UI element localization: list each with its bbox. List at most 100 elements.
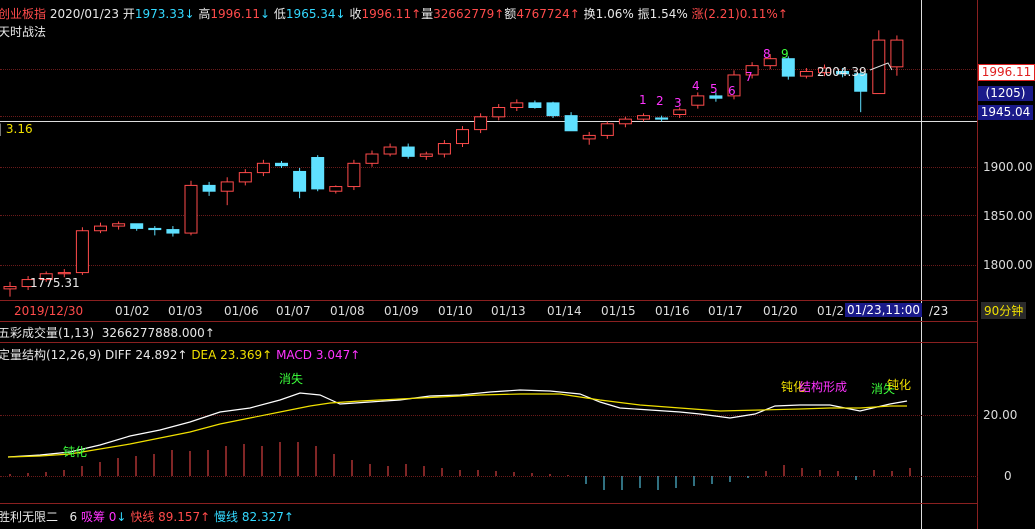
amount-value: 4767724 — [516, 7, 570, 21]
candle-body[interactable] — [238, 172, 252, 183]
date-tick: 01/13 — [491, 304, 526, 318]
candle-body[interactable] — [401, 146, 415, 157]
candle-body[interactable] — [184, 184, 198, 234]
index-name[interactable]: 创业板指 — [0, 7, 47, 21]
seq-label-7: 7 — [745, 70, 753, 84]
date-tick: 01/15 — [601, 304, 636, 318]
candle-body[interactable] — [256, 162, 270, 174]
quote-header: 创业板指 2020/01/23 开1973.33↓ 高1996.11↓ 低196… — [0, 7, 788, 21]
macd-header: 定量结构(12,26,9) DIFF 24.892↑ DEA 23.369↑ M… — [0, 348, 361, 362]
candle-body[interactable] — [818, 67, 831, 74]
candle-body[interactable] — [21, 279, 35, 288]
candle-body[interactable] — [365, 153, 379, 164]
grid-line — [0, 265, 978, 266]
grid-line — [0, 215, 978, 216]
candle-body[interactable] — [275, 162, 288, 167]
volume-value: 3266277888.000 — [101, 326, 205, 340]
turnover-value: 1.06% — [595, 7, 634, 21]
candle-body[interactable] — [39, 273, 53, 281]
candle-body[interactable] — [202, 184, 216, 192]
date-tick: 01/21 — [817, 304, 852, 318]
cursor-price-tag: 1945.04 — [978, 105, 1033, 120]
dea-value: 23.369 — [220, 348, 263, 362]
candle-body[interactable] — [600, 123, 614, 136]
seq-label-8: 8 — [763, 47, 771, 61]
candle-body[interactable] — [781, 58, 795, 77]
annotation-dunhua-1: 钝化 — [63, 445, 88, 459]
date-axis — [0, 300, 978, 322]
volume-title: 五彩成交量(1,13) — [0, 326, 95, 340]
candle-body[interactable] — [709, 95, 723, 99]
date-tick: 01/14 — [547, 304, 582, 318]
candle-body[interactable] — [112, 223, 126, 227]
seq-label-4: 4 — [692, 79, 700, 93]
candle-body[interactable] — [546, 102, 560, 117]
candle-body[interactable] — [3, 286, 17, 290]
candle-body[interactable] — [655, 117, 669, 120]
absorb-value: 0 — [108, 510, 117, 524]
candle-body[interactable] — [347, 162, 361, 188]
diff-value: 24.892 — [135, 348, 178, 362]
candle-body[interactable] — [727, 74, 741, 97]
candle-body[interactable] — [419, 153, 433, 157]
quote-date: 2020/01/23 — [49, 7, 120, 21]
candle-body[interactable] — [456, 129, 469, 145]
candlestick-chart[interactable] — [0, 0, 978, 300]
annotation-dunhua-3: 钝化 — [887, 378, 912, 392]
low-value: 1965.34 — [285, 7, 336, 21]
macd-value: 3.047 — [315, 348, 351, 362]
cursor-v-line — [921, 0, 922, 529]
candle-body[interactable] — [763, 58, 777, 67]
candle-body[interactable] — [745, 65, 759, 76]
candle-body[interactable] — [437, 143, 451, 155]
date-tick: 01/03 — [168, 304, 203, 318]
open-value: 1973.33 — [134, 7, 185, 21]
candle-body[interactable] — [474, 116, 488, 131]
low-label: 1775.31 — [30, 276, 80, 290]
candle-body[interactable] — [564, 115, 578, 132]
macd-tick-20: 20.00 — [983, 408, 1018, 422]
left-marker: | 3.16 — [0, 122, 33, 136]
candle-body[interactable] — [220, 181, 234, 192]
dea-line — [7, 393, 907, 458]
candle-body[interactable] — [329, 186, 343, 192]
date-tick: 01/09 — [384, 304, 419, 318]
candle-body[interactable] — [492, 107, 506, 118]
candle-body[interactable] — [57, 272, 71, 275]
candle-body[interactable] — [528, 102, 542, 109]
candle-body[interactable] — [890, 39, 904, 68]
candle-body[interactable] — [618, 118, 632, 125]
candle-body[interactable] — [836, 70, 850, 75]
candle-body[interactable] — [94, 225, 107, 232]
candle-body[interactable] — [799, 70, 813, 77]
candle-body[interactable] — [130, 223, 144, 229]
bottom-title: 胜利无限二 — [0, 510, 59, 524]
price-tick-1800: 1800.00 — [983, 258, 1033, 272]
date-tick: 01/02 — [115, 304, 150, 318]
peak-label: 2004.39 — [817, 65, 867, 79]
candle-body[interactable] — [311, 157, 325, 190]
candle-body[interactable] — [510, 102, 524, 109]
fast-value: 89.157 — [158, 510, 201, 524]
seq-label-3: 3 — [674, 96, 682, 110]
macd-chart[interactable] — [0, 0, 978, 529]
candle-body[interactable] — [673, 109, 687, 115]
count-tag: (1205) — [978, 86, 1033, 101]
candle-body[interactable] — [383, 146, 397, 155]
candle-body[interactable] — [637, 115, 650, 120]
candle-body[interactable] — [691, 95, 705, 106]
candle-body[interactable] — [166, 229, 180, 234]
candle-body[interactable] — [148, 227, 162, 231]
period-button[interactable]: 90分钟 — [981, 302, 1027, 319]
volume-indicator: 五彩成交量(1,13) 3266277888.000↑ — [0, 326, 215, 340]
candle-body[interactable] — [854, 73, 868, 92]
volume-value: 32662779 — [433, 7, 495, 21]
candle-body[interactable] — [582, 134, 596, 140]
right-axis-divider — [977, 0, 978, 529]
candle-body[interactable] — [293, 170, 307, 192]
date-tick: 01/16 — [655, 304, 690, 318]
bottom-indicator: 胜利无限二 6 吸筹 0↓ 快线 89.157↑ 慢线 82.327↑ — [0, 510, 294, 524]
candle-body[interactable] — [75, 230, 89, 274]
seq-label-6: 6 — [728, 84, 736, 98]
date-tick: 01/08 — [330, 304, 365, 318]
